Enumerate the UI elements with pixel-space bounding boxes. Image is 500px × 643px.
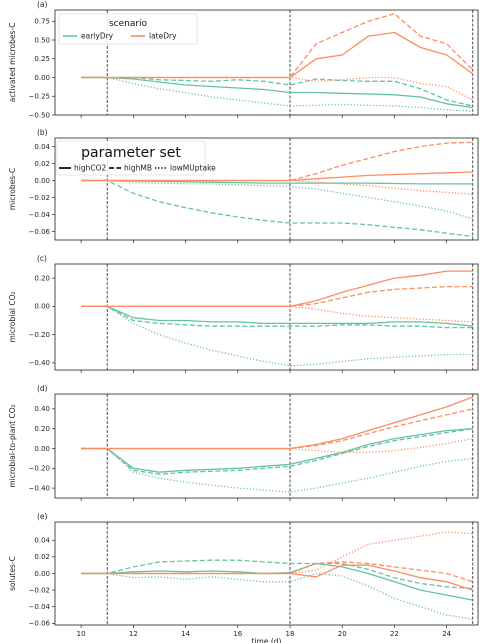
panel-a: (a) −0.50 −0.25 0.00 0.25 0.50 0.75 activated m… — [8, 0, 479, 119]
y-axis-label: activated microbes-C — [8, 23, 17, 103]
legend-entry: lowMUptake — [170, 164, 216, 173]
y-tick-label: −0.06 — [29, 620, 51, 628]
series-line-earlyDry-lowMUptake — [81, 572, 473, 620]
panel-e: (e) −0.06 −0.04 −0.02 0.00 0.02 0.04 10 12 14 16 18… — [8, 512, 479, 643]
x-tick-label: 24 — [442, 630, 451, 638]
panel-label: (c) — [37, 254, 47, 263]
y-tick-label: 0.00 — [34, 74, 50, 82]
y-tick-label: −0.04 — [29, 211, 51, 219]
legend-scenario: scenario earlyDry lateDry — [58, 13, 198, 45]
y-tick-label: 0.75 — [34, 18, 50, 26]
legend-entry: lateDry — [149, 32, 177, 41]
y-tick-label: −0.25 — [29, 93, 50, 101]
series-line-lateDry-highMB — [81, 408, 473, 450]
y-tick-label: −0.02 — [29, 586, 50, 594]
series-line-earlyDry-highCO2 — [81, 305, 473, 327]
series-line-earlyDry-lowMUptake — [81, 447, 473, 493]
legend-box — [56, 140, 206, 176]
y-tick-label: −0.20 — [29, 331, 50, 339]
y-tick-label: −0.40 — [29, 359, 50, 367]
x-tick-label: 10 — [77, 630, 86, 638]
axes-frame — [54, 263, 479, 371]
axes-frame — [54, 9, 479, 116]
series-line-earlyDry-lowMUptake — [81, 179, 473, 220]
y-tick-label: 0.02 — [34, 160, 50, 168]
axes-frame — [54, 137, 479, 241]
x-tick-label: 16 — [233, 630, 242, 638]
y-tick-label: 0.00 — [34, 445, 50, 453]
y-tick-label: 0.02 — [34, 553, 50, 561]
series-line-earlyDry-highMB — [81, 76, 473, 107]
series-line-lateDry-highCO2 — [81, 396, 474, 450]
y-axis-label: microbes-C — [8, 168, 17, 210]
y-tick-label: 0.00 — [34, 303, 50, 311]
panel-label: (d) — [37, 384, 48, 393]
y-axis-label: microbial CO₂ — [8, 291, 17, 342]
series-line-lateDry-highCO2 — [81, 564, 473, 591]
legend-entry: highCO2 — [74, 164, 106, 173]
y-tick-label: 0.25 — [34, 55, 50, 63]
series-line-earlyDry-highCO2 — [81, 428, 473, 473]
y-tick-label: 0.40 — [34, 405, 50, 413]
y-tick-label: −0.20 — [29, 465, 50, 473]
panel-d: (d) −0.40 −0.20 0.00 0.20 0.40 microbial-to-pl… — [8, 384, 479, 501]
legend-title: scenario — [109, 19, 148, 29]
y-tick-label: −0.40 — [29, 484, 50, 492]
y-tick-label: 0.50 — [34, 36, 50, 44]
series-line-lateDry-lowMUptake — [81, 76, 474, 101]
series-line-lateDry-lowMUptake — [81, 305, 473, 323]
panel-c: (c) −0.40 −0.20 0.00 0.20 microbial CO₂ — [8, 254, 479, 373]
series-line-earlyDry-highMB — [81, 305, 473, 329]
legend-box — [58, 13, 198, 45]
y-tick-label: 0.20 — [34, 274, 50, 282]
x-axis-label: time (d) — [252, 637, 282, 643]
series-line-earlyDry-highCO2 — [81, 562, 473, 601]
x-tick-label: 18 — [286, 630, 295, 638]
x-tick-label: 14 — [181, 630, 190, 638]
panel-b: (b) −0.06 −0.04 −0.02 0.00 0.02 0.04 microbes-C — [8, 128, 479, 243]
series-line-lateDry-lowMUptake — [81, 437, 473, 454]
series-line-earlyDry-highCO2 — [81, 76, 473, 109]
series-line-earlyDry-highMB — [81, 179, 473, 238]
y-tick-label: −0.50 — [29, 111, 50, 119]
series-line-lateDry-lowMUptake — [81, 179, 473, 195]
y-tick-label: −0.06 — [29, 228, 51, 236]
legend-params: parameter set highCO2 highMB lowMUptake — [56, 140, 216, 176]
panel-label: (b) — [37, 128, 48, 137]
y-tick-label: 0.04 — [34, 537, 50, 545]
x-tick-label: 22 — [390, 630, 399, 638]
y-tick-label: −0.04 — [29, 603, 51, 611]
series-line-lateDry-highMB — [81, 285, 473, 308]
panel-label: (e) — [37, 512, 48, 521]
series-line-lateDry-lowMUptake — [81, 531, 473, 575]
y-axis-label: solutes-C — [8, 556, 17, 591]
panel-label: (a) — [37, 0, 48, 9]
y-tick-label: 0.20 — [34, 425, 50, 433]
x-tick-label: 12 — [129, 630, 138, 638]
y-tick-label: 0.00 — [34, 177, 50, 185]
y-tick-label: 0.04 — [34, 143, 50, 151]
axes-frame — [54, 393, 479, 499]
x-tick-label: 20 — [338, 630, 347, 638]
y-tick-label: −0.02 — [29, 194, 50, 202]
legend-entry: earlyDry — [81, 32, 114, 41]
legend-title: parameter set — [81, 145, 181, 161]
series-line-earlyDry-lowMUptake — [81, 305, 473, 367]
series-line-earlyDry-highMB — [81, 559, 473, 590]
legend-entry: highMB — [124, 164, 152, 173]
y-tick-label: 0.00 — [34, 570, 50, 578]
y-axis-label: microbial-to-plant CO₂ — [8, 404, 17, 487]
series-line-earlyDry-highMB — [81, 428, 473, 475]
